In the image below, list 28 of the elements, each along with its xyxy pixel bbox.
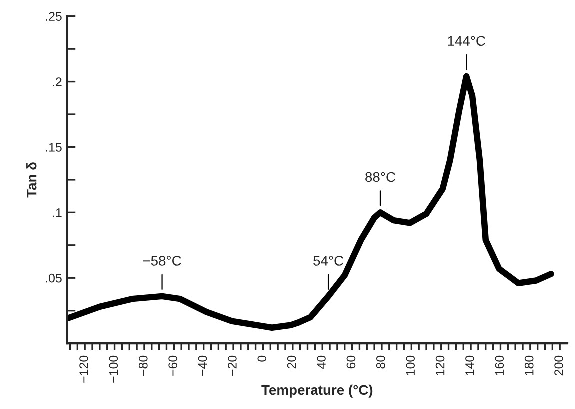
y-tick-label: .15 [46, 143, 62, 152]
y-tick-label: .25 [46, 12, 62, 22]
annotation: 88°C [366, 172, 396, 182]
x-tick-label: 0 [258, 356, 267, 362]
x-tick-label: 160 [495, 356, 504, 376]
x-tick-label: −40 [198, 356, 208, 376]
y-tick-label: .05 [46, 274, 62, 283]
y-tick-label: .2 [53, 78, 62, 86]
annotation: 144°C [448, 36, 486, 46]
x-tick-label: 100 [406, 356, 416, 376]
x-tick-label: 80 [376, 356, 386, 369]
x-tick-label: 180 [524, 356, 534, 376]
x-tick-label: 20 [287, 356, 296, 369]
x-tick-label: 120 [436, 356, 445, 376]
annotation: 54°C [314, 256, 344, 266]
y-axis-title: Tan δ [26, 162, 37, 198]
x-tick-label: −100 [109, 356, 118, 383]
x-tick-label: 140 [466, 356, 474, 376]
x-tick-label: −60 [168, 356, 178, 376]
x-tick-label: −20 [228, 356, 237, 376]
x-tick-label: −80 [138, 356, 148, 376]
y-tick-label: .1 [53, 208, 62, 218]
x-tick-label: 40 [317, 356, 326, 369]
annotation: −58°C [143, 256, 182, 266]
x-axis-title: Temperature (°C) [262, 384, 373, 398]
x-tick-label: −120 [80, 356, 88, 383]
x-tick-label: 200 [554, 356, 564, 376]
x-tick-label: 60 [346, 356, 356, 369]
